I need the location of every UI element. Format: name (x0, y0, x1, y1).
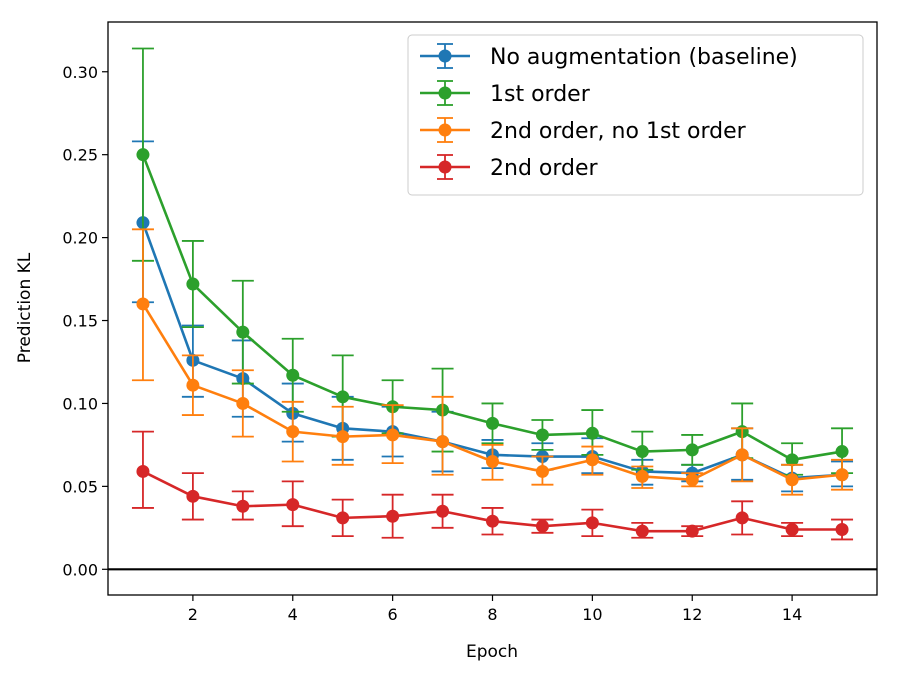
data-point (286, 425, 300, 439)
data-point (785, 522, 799, 536)
x-axis-label: Epoch (466, 642, 518, 662)
data-point (835, 468, 849, 482)
data-point (835, 522, 849, 536)
data-point (635, 445, 649, 459)
data-point (535, 519, 549, 533)
data-point (785, 473, 799, 487)
data-point (186, 378, 200, 392)
y-axis-label: Prediction KL (15, 252, 35, 363)
data-point (386, 509, 400, 523)
x-tick-label: 10 (582, 605, 602, 624)
data-point (336, 511, 350, 525)
y-tick-label: 0.20 (62, 229, 98, 248)
data-point (486, 454, 499, 468)
data-point (486, 514, 499, 528)
legend-marker (438, 160, 452, 174)
data-point (785, 453, 799, 467)
legend-entry: No augmentation (baseline) (420, 43, 798, 70)
data-point (735, 448, 749, 462)
legend-label: 2nd order (490, 156, 599, 181)
series-3 (131, 228, 854, 496)
data-point (136, 464, 150, 478)
y-axis: 0.00 0.05 0.10 0.15 0.20 0.25 0.30 (62, 63, 108, 579)
series-4 (131, 430, 854, 541)
legend-label: No augmentation (baseline) (490, 45, 798, 70)
legend-box (407, 34, 864, 196)
y-tick-label: 0.10 (62, 394, 98, 413)
data-point (635, 524, 649, 538)
legend-marker (438, 86, 452, 100)
data-point (236, 499, 250, 513)
data-point (685, 473, 699, 487)
plot-area (108, 47, 877, 571)
y-tick-label: 0.15 (62, 312, 98, 331)
data-point (336, 430, 350, 444)
data-point (436, 435, 450, 449)
x-tick-label: 8 (487, 605, 497, 624)
data-point (585, 453, 599, 467)
data-point (486, 416, 499, 430)
legend-marker (438, 123, 452, 137)
data-point (685, 524, 699, 538)
y-tick-label: 0.00 (62, 560, 98, 579)
data-point (685, 443, 699, 457)
x-tick-label: 6 (388, 605, 398, 624)
data-point (186, 489, 200, 503)
data-point (236, 396, 250, 410)
y-tick-label: 0.05 (62, 477, 98, 496)
legend-label: 2nd order, no 1st order (490, 119, 747, 144)
legend-entry: 2nd order, no 1st order (420, 117, 747, 144)
x-tick-label: 12 (682, 605, 702, 624)
data-point (535, 428, 549, 442)
y-tick-label: 0.25 (62, 146, 98, 165)
data-point (336, 390, 350, 404)
data-point (635, 469, 649, 483)
legend-entry: 2nd order (420, 154, 599, 181)
data-point (286, 368, 300, 382)
data-point (585, 516, 599, 530)
data-point (835, 445, 849, 459)
x-tick-label: 2 (188, 605, 198, 624)
data-point (436, 504, 450, 518)
data-point (136, 148, 150, 162)
data-point (735, 511, 749, 525)
data-point (236, 325, 250, 339)
data-point (386, 428, 400, 442)
legend-label: 1st order (490, 82, 591, 107)
legend: No augmentation (baseline) 1st order 2nd o… (407, 34, 864, 196)
x-axis: 2 4 6 8 10 12 14 (188, 595, 802, 624)
data-point (186, 277, 200, 291)
x-tick-label: 4 (288, 605, 298, 624)
data-point (535, 464, 549, 478)
legend-entry: 1st order (420, 80, 591, 107)
legend-marker (438, 49, 452, 63)
data-point (136, 297, 150, 311)
x-tick-label: 14 (782, 605, 802, 624)
data-point (585, 426, 599, 440)
data-point (286, 498, 300, 512)
y-tick-label: 0.30 (62, 63, 98, 82)
